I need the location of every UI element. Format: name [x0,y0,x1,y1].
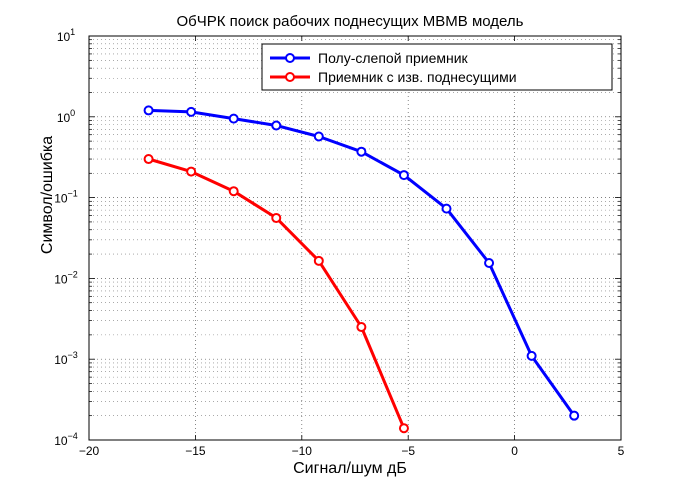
y-tick-label: 10−4 [54,431,78,448]
x-tick-label: 5 [618,444,625,458]
legend-label-2: Приемник с изв. поднесущими [318,69,517,85]
legend-marker-2 [285,72,295,82]
x-tick-label: −5 [401,444,415,458]
series-2-point [356,322,367,333]
series-1-point [186,106,197,117]
x-tick-label: −20 [79,444,100,458]
legend-marker-1 [285,53,295,63]
x-tick-label: −15 [185,444,206,458]
y-axis-label: Символ/ошибка [39,136,56,254]
series-1-point [398,170,409,181]
series-1-point [313,131,324,142]
y-tick-label: 10−3 [54,350,78,367]
y-tick-label: 100 [57,108,75,125]
series-2-point [228,186,239,197]
plot-area: −20 −15 −10 −5 0 5 101 100 10−1 10−2 10−3 10−4 [54,27,624,458]
plot-background [89,36,621,440]
x-tick-label: 0 [511,444,518,458]
x-axis-label: Сигнал/шум дБ [293,460,407,477]
series-2-point [398,423,409,434]
x-tick-label: −10 [292,444,313,458]
chart-title: ОбЧРК поиск рабочих поднесущих МВМВ моде… [177,13,524,30]
y-tick-label: 101 [57,27,75,44]
legend-box [261,43,613,91]
series-1-point [441,203,452,214]
legend-label-1: Полу-слепой приемник [318,50,469,66]
y-tick-label: 10−1 [54,189,78,206]
series-1-point [356,146,367,157]
series-1-point [484,258,495,269]
series-1-point [526,350,537,361]
series-1-point [143,105,154,116]
plot-frame [88,35,622,441]
y-tick-label: 10−2 [54,269,78,286]
series-1-point [228,113,239,124]
series-2-point [313,255,324,266]
series-2-point [186,166,197,177]
series-1-point [569,410,580,421]
series-1-point [271,120,282,131]
series-2-point [271,212,282,223]
series-2-point [143,154,154,165]
legend: Полу-слепой приемник Приемник с изв. подн… [261,43,613,91]
